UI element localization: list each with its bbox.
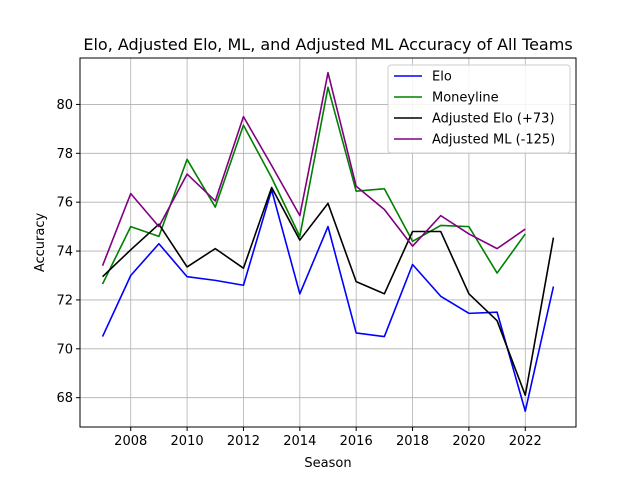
series-line-2 [101, 86, 526, 285]
legend-label: Adjusted ML (-125) [432, 133, 555, 148]
series-line-1 [101, 189, 555, 412]
y-tick-label: 68 [56, 391, 73, 406]
y-tick-label: 72 [56, 293, 73, 308]
series-line-4 [101, 71, 526, 267]
legend: Elo Moneyline Adjusted Elo (+73) Adjusted M… [387, 64, 571, 154]
plot-frame [79, 57, 577, 428]
series-layer [101, 71, 555, 412]
legend-label: Adjusted Elo (+73) [432, 112, 555, 127]
x-axis-label: Season [304, 456, 351, 471]
ticks: 2008 2010 2012 2014 2016 2018 2020 2022 68 70 72 74… [56, 98, 541, 449]
x-tick-label: 2010 [171, 434, 204, 449]
y-axis-label: Accuracy [33, 213, 48, 273]
legend-label: Moneyline [432, 91, 499, 106]
chart-title: Elo, Adjusted Elo, ML, and Adjusted ML A… [83, 35, 572, 54]
y-tick-label: 76 [56, 196, 73, 211]
y-tick-label: 80 [56, 98, 73, 113]
x-tick-label: 2018 [396, 434, 429, 449]
x-tick-label: 2008 [114, 434, 147, 449]
x-tick-label: 2020 [452, 434, 485, 449]
legend-box [387, 64, 571, 154]
x-tick-label: 2022 [509, 434, 542, 449]
x-tick-label: 2012 [227, 434, 260, 449]
legend-label: Elo [432, 70, 452, 85]
series-line-3 [101, 186, 555, 397]
y-tick-label: 78 [56, 147, 73, 162]
y-tick-label: 74 [56, 245, 73, 260]
x-tick-label: 2014 [283, 434, 316, 449]
y-tick-label: 70 [56, 342, 73, 357]
x-tick-label: 2016 [340, 434, 373, 449]
